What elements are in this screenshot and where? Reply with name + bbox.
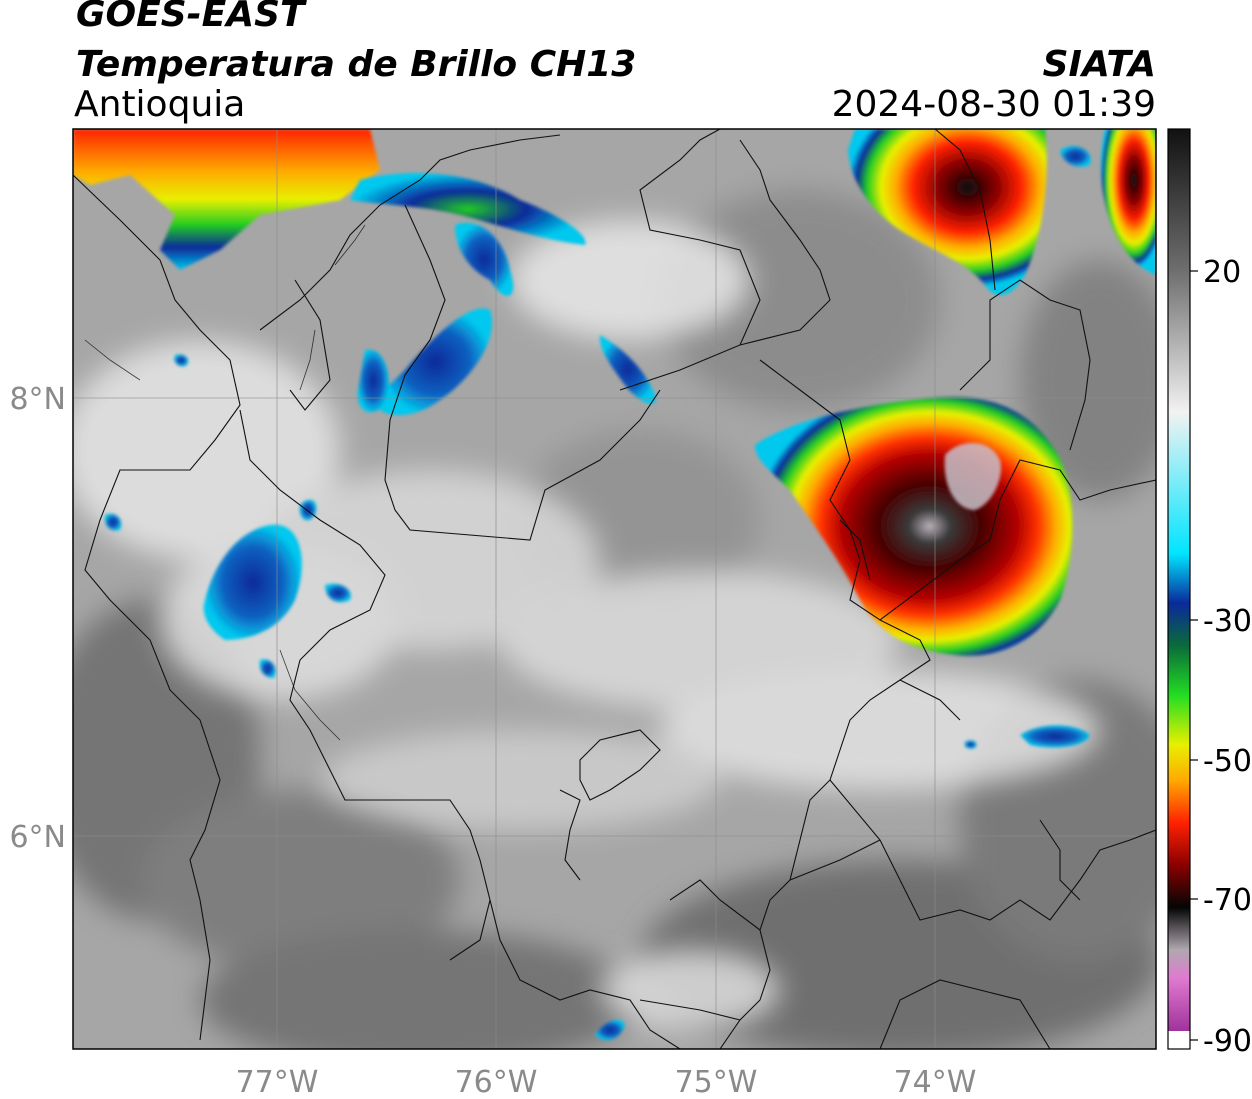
lon-label-74w: 74°W: [894, 1065, 977, 1099]
region-title: Antioquia: [74, 84, 246, 125]
map-frame: [72, 128, 1157, 1050]
storm-cell-east: [755, 396, 1073, 656]
map-imagery: [73, 129, 1156, 1049]
colorbar-tick-minus90: -90: [1203, 1024, 1252, 1059]
lon-label-77w: 77°W: [236, 1065, 319, 1099]
colorbar: 20 -30 -50 -70 -90: [1167, 128, 1252, 1059]
graticule: [73, 129, 1156, 1049]
longitude-labels: 77°W 76°W 75°W 74°W: [236, 1065, 977, 1099]
brand-label: SIATA: [1042, 44, 1156, 85]
lat-label-8n: 8°N: [9, 382, 66, 417]
storm-cell-northwest: [73, 129, 586, 270]
political-boundaries: [73, 129, 1156, 1049]
lat-label-6n: 6°N: [9, 820, 66, 855]
river-lines: [84, 224, 366, 741]
product-title: Temperatura de Brillo CH13: [76, 44, 637, 85]
colorbar-min-swatch: [1168, 1031, 1190, 1049]
colorbar-gradient: [1168, 129, 1190, 1049]
colorbar-tick-20: 20: [1203, 255, 1241, 290]
satellite-title: GOES-EAST: [76, 0, 305, 35]
lon-label-75w: 75°W: [675, 1065, 758, 1099]
datetime-label: 2024-08-30 01:39: [831, 84, 1156, 125]
storm-cell-northeast: [848, 129, 1156, 296]
colorbar-tick-minus70: -70: [1203, 883, 1252, 918]
colorbar-tick-minus30: -30: [1203, 604, 1252, 639]
latitude-labels: 8°N 6°N: [9, 382, 66, 855]
colorbar-tick-minus50: -50: [1203, 744, 1252, 779]
lon-label-76w: 76°W: [455, 1065, 538, 1099]
